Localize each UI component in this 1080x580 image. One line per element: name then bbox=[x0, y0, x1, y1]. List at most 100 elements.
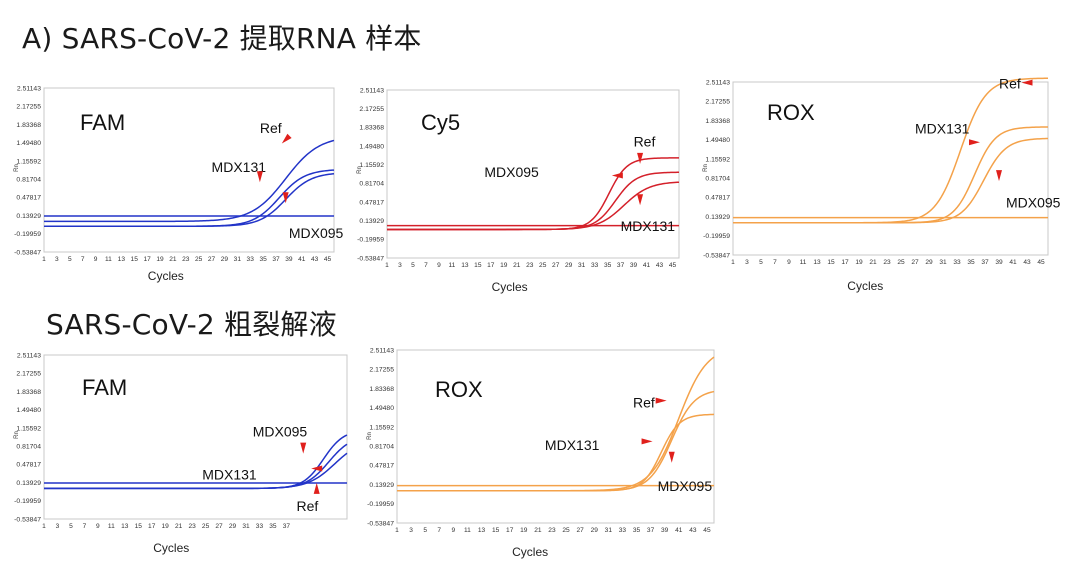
x-tick-label: 19 bbox=[520, 527, 528, 534]
y-axis-label: Rn bbox=[357, 166, 363, 174]
plot-frame bbox=[43, 87, 335, 253]
annotation-ref: Ref bbox=[633, 394, 655, 410]
x-tick-label: 29 bbox=[591, 527, 599, 534]
x-tick-label: 5 bbox=[423, 527, 427, 534]
x-tick-label: 9 bbox=[452, 527, 456, 534]
x-tick-label: 23 bbox=[188, 523, 196, 530]
x-tick-label: 21 bbox=[169, 256, 177, 263]
x-tick-label: 27 bbox=[552, 262, 560, 269]
x-tick-label: 21 bbox=[534, 527, 542, 534]
y-tick-label: 0.13929 bbox=[359, 218, 384, 225]
y-tick-label: 1.15592 bbox=[16, 425, 41, 432]
x-tick-label: 31 bbox=[234, 256, 242, 263]
x-tick-label: 11 bbox=[105, 256, 112, 263]
x-tick-label: 43 bbox=[656, 262, 664, 269]
x-tick-label: 31 bbox=[939, 259, 947, 266]
y-tick-label: 2.17255 bbox=[359, 106, 384, 113]
y-tick-label: 1.15592 bbox=[359, 162, 384, 169]
y-tick-label: -0.53847 bbox=[14, 249, 41, 256]
annotation-ref: Ref bbox=[297, 498, 319, 514]
x-tick-label: 43 bbox=[311, 256, 319, 263]
y-tick-label: 0.47817 bbox=[16, 195, 41, 202]
y-tick-label: 0.13929 bbox=[705, 214, 730, 221]
x-tick-label: 31 bbox=[605, 527, 613, 534]
x-tick-label: 21 bbox=[869, 259, 877, 266]
y-tick-label: 0.47817 bbox=[16, 462, 41, 469]
y-tick-label: 0.13929 bbox=[16, 480, 41, 487]
y-tick-label: 1.15592 bbox=[16, 158, 41, 165]
x-tick-label: 39 bbox=[661, 527, 669, 534]
x-tick-label: 35 bbox=[967, 259, 975, 266]
y-tick-label: -0.19959 bbox=[14, 231, 41, 238]
x-tick-label: 13 bbox=[121, 523, 129, 530]
x-tick-label: 7 bbox=[81, 256, 85, 263]
x-tick-label: 33 bbox=[247, 256, 255, 263]
arrow-icon bbox=[668, 451, 675, 463]
x-tick-label: 45 bbox=[703, 527, 711, 534]
x-tick-label: 3 bbox=[745, 259, 749, 266]
y-tick-label: -0.53847 bbox=[14, 516, 41, 523]
y-tick-label: 0.47817 bbox=[359, 199, 384, 206]
x-tick-label: 45 bbox=[324, 256, 332, 263]
arrow-icon bbox=[996, 170, 1002, 182]
x-tick-label: 17 bbox=[506, 527, 514, 534]
y-tick-label: 1.49480 bbox=[359, 143, 384, 150]
annotation-ref: Ref bbox=[260, 120, 282, 136]
plot-frame bbox=[396, 349, 715, 524]
annotation-mdx131: MDX131 bbox=[915, 121, 970, 137]
chart-a-rox: 2.51143 2.17255 1.83368 1.49480 1.15592 0.817… bbox=[703, 75, 1061, 293]
x-tick-label: 19 bbox=[156, 256, 164, 263]
dye-label: FAM bbox=[80, 110, 125, 135]
arrow-icon bbox=[637, 152, 644, 164]
x-tick-label: 29 bbox=[221, 256, 229, 263]
annotation-ref: Ref bbox=[999, 75, 1021, 91]
y-tick-label: -0.53847 bbox=[703, 252, 730, 259]
curve-mdx095 bbox=[397, 413, 715, 492]
y-tick-label: 1.49480 bbox=[16, 407, 41, 414]
y-tick-label: -0.53847 bbox=[367, 520, 394, 527]
x-tick-label: 33 bbox=[619, 527, 627, 534]
y-tick-label: 1.83368 bbox=[705, 118, 730, 125]
x-tick-label: 7 bbox=[773, 259, 777, 266]
y-axis-label: Rn bbox=[367, 432, 373, 440]
y-tick-label: 0.47817 bbox=[705, 195, 730, 202]
y-tick-label: 2.17255 bbox=[369, 367, 394, 374]
x-tick-label: 11 bbox=[448, 262, 455, 269]
x-tick-label: 7 bbox=[424, 262, 428, 269]
curve-mdx131 bbox=[387, 181, 680, 231]
x-tick-label: 11 bbox=[464, 527, 471, 534]
chart-b-rox: 2.51143 2.17255 1.83368 1.49480 1.15592 0.817… bbox=[367, 347, 715, 559]
x-tick-label: 31 bbox=[242, 523, 250, 530]
arrow-icon bbox=[281, 133, 292, 144]
x-tick-label: 23 bbox=[883, 259, 891, 266]
chart-b-fam: 2.51143 2.17255 1.83368 1.49480 1.15592 0.817… bbox=[14, 352, 348, 555]
y-tick-label: 1.49480 bbox=[16, 140, 41, 147]
arrow-icon bbox=[611, 172, 623, 179]
x-tick-label: 3 bbox=[56, 523, 60, 530]
x-tick-label: 17 bbox=[841, 259, 849, 266]
y-tick-label: 1.15592 bbox=[705, 156, 730, 163]
curve-ref bbox=[44, 139, 335, 223]
arrow-icon bbox=[313, 482, 320, 494]
x-tick-label: 37 bbox=[283, 523, 291, 530]
curve-mdx095 bbox=[733, 137, 1049, 224]
y-tick-label: 2.17255 bbox=[705, 99, 730, 106]
y-tick-label: 1.49480 bbox=[705, 137, 730, 144]
x-tick-label: 25 bbox=[202, 523, 210, 530]
x-tick-label: 3 bbox=[55, 256, 59, 263]
annotation-mdx131: MDX131 bbox=[212, 159, 267, 175]
x-tick-label: 35 bbox=[633, 527, 641, 534]
y-tick-label: 0.81704 bbox=[359, 181, 384, 188]
x-tick-label: 33 bbox=[953, 259, 961, 266]
x-tick-label: 5 bbox=[69, 523, 73, 530]
x-tick-label: 27 bbox=[208, 256, 216, 263]
x-tick-label: 1 bbox=[42, 256, 46, 263]
x-tick-label: 9 bbox=[94, 256, 98, 263]
x-tick-label: 43 bbox=[1023, 259, 1031, 266]
x-tick-label: 15 bbox=[131, 256, 139, 263]
x-tick-label: 15 bbox=[827, 259, 835, 266]
x-tick-label: 25 bbox=[195, 256, 203, 263]
x-tick-label: 1 bbox=[395, 527, 399, 534]
x-tick-label: 27 bbox=[215, 523, 223, 530]
x-tick-label: 33 bbox=[591, 262, 599, 269]
